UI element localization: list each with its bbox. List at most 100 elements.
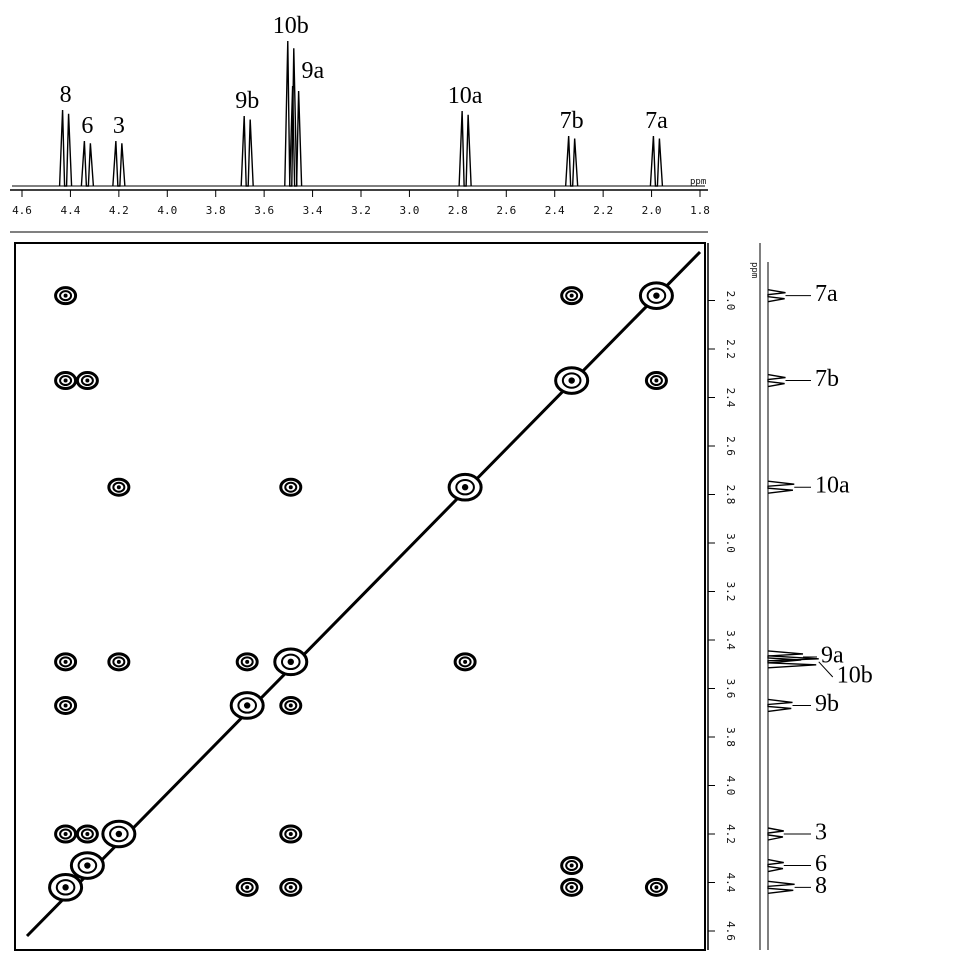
contour <box>112 481 126 493</box>
contour <box>63 832 68 836</box>
contour <box>280 653 301 671</box>
contour <box>59 290 73 302</box>
right-peak <box>767 650 804 664</box>
contour <box>463 659 468 664</box>
right-peak-label: 7a <box>815 281 838 307</box>
x-tick-label: 3.4 <box>303 204 323 217</box>
x-tick-label: 4.0 <box>157 204 177 217</box>
y-tick-label: 3.0 <box>724 533 737 553</box>
top-peak <box>288 85 303 187</box>
x-tick-label: 2.2 <box>593 204 613 217</box>
y-tick-label: 3.2 <box>724 582 737 602</box>
cross-peak <box>279 477 303 497</box>
contour <box>116 485 121 490</box>
x-tick-label: 2.6 <box>496 204 516 217</box>
cross-peak <box>279 824 303 844</box>
contour <box>649 881 663 893</box>
cross-peak <box>75 371 99 391</box>
x-tick-label: 3.0 <box>399 204 419 217</box>
x-tick-label: 1.8 <box>690 204 710 217</box>
cross-peak <box>75 824 99 844</box>
contour <box>59 828 73 840</box>
cross-peak <box>54 652 78 672</box>
cross-peak <box>644 371 668 391</box>
contour <box>455 479 475 496</box>
top-peak <box>80 140 95 187</box>
contour <box>62 884 69 891</box>
top-peak <box>458 110 472 187</box>
cross-peak <box>101 819 137 849</box>
right-peak-label: 8 <box>815 873 827 899</box>
right-peak-label: 10b <box>837 662 873 688</box>
contour <box>288 885 293 890</box>
contour <box>284 881 298 893</box>
contour <box>109 825 129 843</box>
contour <box>565 881 579 893</box>
x-tick-label: 4.4 <box>60 204 80 217</box>
cross-peak <box>273 647 309 677</box>
contour <box>654 885 659 890</box>
contour <box>653 292 660 299</box>
x-tick-label: 2.8 <box>448 204 468 217</box>
contour <box>240 656 254 668</box>
y-tick-label: 4.2 <box>724 824 737 844</box>
right-peak-label: 9a <box>821 642 844 668</box>
y-tick-label: 4.6 <box>724 921 737 941</box>
top-peak <box>284 40 298 187</box>
y-tick-label: 2.2 <box>724 339 737 359</box>
cross-peak <box>54 824 78 844</box>
cross-peak <box>69 851 105 880</box>
top-peak-label: 9b <box>235 88 259 114</box>
plot-frame <box>14 242 706 951</box>
right-peak <box>767 858 784 873</box>
right-peak-label: 7b <box>815 366 839 392</box>
contour <box>565 860 579 872</box>
cross-peak <box>560 877 584 897</box>
contour <box>85 832 90 836</box>
contour <box>63 293 68 298</box>
y-tick-label: 3.6 <box>724 679 737 699</box>
y-tick-label: 3.8 <box>724 727 737 747</box>
top-peak-label: 10a <box>448 83 483 109</box>
x-tick-label: 2.4 <box>545 204 565 217</box>
contour <box>59 375 73 387</box>
top-peak <box>564 135 579 187</box>
contour <box>461 484 469 491</box>
cross-peak <box>279 695 303 715</box>
contour <box>237 697 257 714</box>
contour <box>288 703 293 708</box>
contour <box>85 378 90 383</box>
contour <box>243 702 251 709</box>
right-peak <box>767 480 795 494</box>
contour <box>63 703 68 708</box>
contour <box>245 659 250 664</box>
contour <box>646 287 667 304</box>
top-peak-label: 9a <box>301 58 324 84</box>
y-unit: ppm <box>749 262 759 278</box>
x-tick-label: 3.2 <box>351 204 371 217</box>
cross-peak <box>554 366 590 395</box>
contour <box>245 885 250 890</box>
contour <box>59 699 73 711</box>
y-tick-label: 2.0 <box>724 291 737 311</box>
contour <box>84 862 91 869</box>
top-peak <box>649 135 664 187</box>
cross-peak <box>107 477 131 497</box>
x-tick-label: 4.2 <box>109 204 129 217</box>
contour <box>288 832 293 836</box>
contour <box>59 656 73 668</box>
contour <box>458 656 472 668</box>
cross-peak <box>279 877 303 897</box>
top-peak-label: 6 <box>81 113 93 139</box>
cross-peak <box>54 371 78 391</box>
cross-peak <box>644 877 668 897</box>
contour <box>77 857 98 874</box>
diagonal <box>25 250 702 938</box>
contour <box>569 293 574 298</box>
right-peak <box>767 827 784 841</box>
contour <box>649 375 663 387</box>
x-tick-label: 3.8 <box>206 204 226 217</box>
top-peak-label: 7b <box>560 108 584 134</box>
contour <box>561 372 582 389</box>
